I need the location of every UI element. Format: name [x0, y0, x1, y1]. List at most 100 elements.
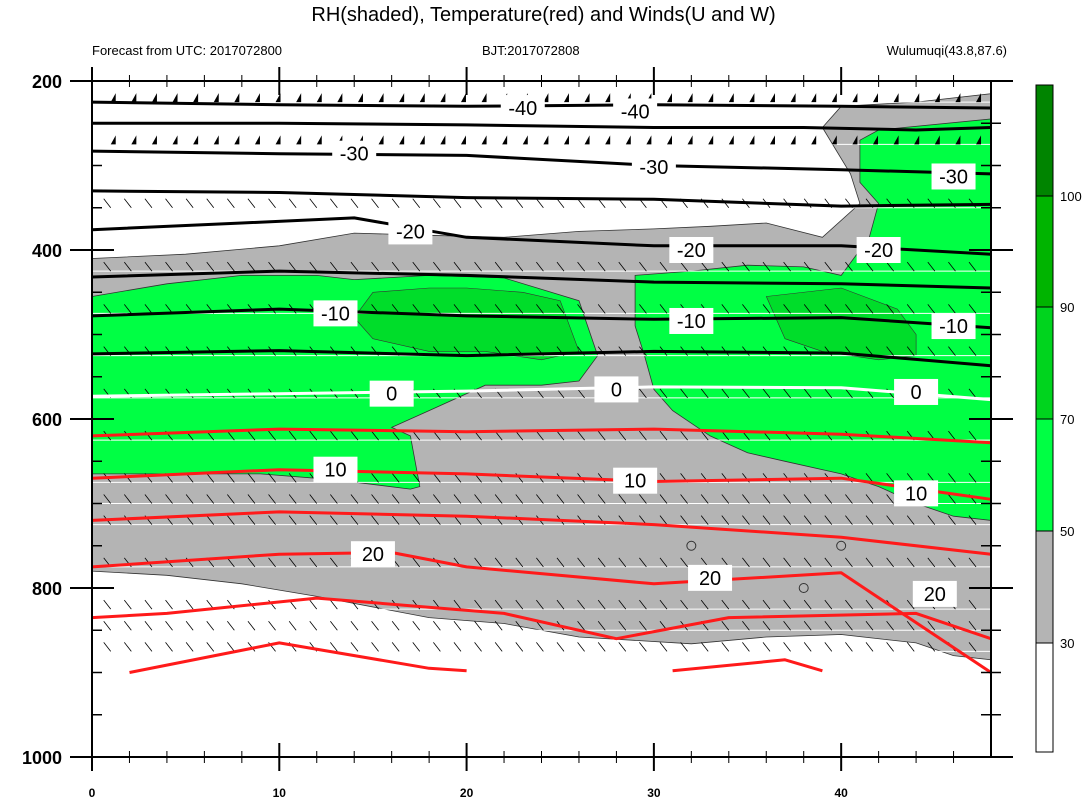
wind-barb: [391, 430, 400, 441]
wind-barb: [268, 261, 276, 272]
wind-barb: [597, 430, 606, 441]
wind-barb: [865, 599, 874, 610]
wind-barb: [515, 642, 524, 652]
wind-barb: [309, 515, 318, 525]
wind-barb: [824, 621, 833, 631]
contour-label: 10: [324, 460, 346, 482]
wind-barb: [268, 494, 276, 504]
wind-barb: [666, 135, 672, 145]
temperature-contour-line: [91, 100, 992, 110]
wind-barb: [296, 135, 302, 145]
wind-barb: [254, 93, 260, 103]
wind-barb: [845, 388, 853, 399]
wind-barb: [625, 135, 631, 145]
wind-barb: [865, 557, 874, 568]
wind-barb: [865, 642, 874, 652]
wind-barb: [934, 135, 940, 145]
contour-label: 0: [911, 382, 922, 404]
wind-barb: [865, 515, 874, 525]
colorbar-label: 70: [1060, 412, 1074, 427]
wind-barb: [700, 642, 709, 652]
wind-barb: [227, 515, 235, 525]
wind-barb: [742, 515, 750, 525]
wind-barb: [206, 198, 215, 208]
wind-barb: [185, 599, 194, 610]
wind-barb: [288, 557, 297, 568]
colorbar-swatch: [1035, 418, 1054, 532]
contour-label: -40: [621, 101, 650, 123]
wind-barb: [563, 135, 569, 145]
wind-barb: [350, 430, 359, 441]
wind-barb: [309, 599, 318, 610]
wind-barb: [639, 642, 647, 652]
wind-barb: [268, 621, 276, 631]
wind-barb: [803, 388, 812, 399]
contour-label: -10: [939, 316, 968, 338]
wind-barb: [886, 346, 894, 356]
wind-barb: [742, 557, 750, 568]
wind-barb: [515, 430, 524, 441]
wind-barb: [391, 198, 400, 208]
wind-barb: [783, 388, 791, 399]
wind-barb: [165, 599, 173, 610]
x-tick-label: 10: [273, 786, 287, 800]
wind-barb: [824, 642, 833, 652]
wind-barb: [556, 642, 565, 652]
contour-label-box: [313, 300, 358, 327]
wind-barb: [742, 388, 750, 399]
wind-barb: [700, 388, 709, 399]
wind-barb: [144, 304, 153, 314]
wind-barb: [659, 304, 668, 314]
wind-barb: [103, 494, 112, 504]
wind-barb: [597, 261, 606, 272]
wind-barb: [144, 621, 153, 631]
wind-barb: [206, 494, 215, 504]
wind-barb: [700, 261, 709, 272]
wind-barb: [906, 599, 915, 610]
wind-barb: [165, 642, 173, 652]
wind-barb: [151, 93, 157, 103]
contour-label-box: [613, 98, 658, 125]
bjt-time-label: BJT:2017072808: [482, 43, 580, 58]
wind-barb: [391, 621, 400, 631]
wind-barb: [783, 304, 791, 314]
wind-barb: [948, 430, 956, 441]
wind-barb: [371, 473, 379, 483]
wind-barb: [330, 494, 338, 504]
wind-barb: [247, 557, 256, 568]
wind-barb: [824, 388, 833, 399]
wind-barb: [234, 135, 240, 145]
wind-barb: [391, 494, 400, 504]
wind-barb: [728, 93, 734, 103]
contour-label-box: [613, 467, 658, 494]
wind-barb: [700, 515, 709, 525]
wind-barb: [968, 346, 977, 356]
wind-barb: [275, 135, 281, 145]
wind-barb: [103, 621, 112, 631]
wind-barb: [440, 93, 446, 103]
contour-label-box: [894, 480, 939, 507]
wind-barb: [783, 261, 791, 272]
wind-barb: [577, 599, 585, 610]
wind-barb: [597, 621, 606, 631]
wind-barb: [597, 304, 606, 314]
wind-barb: [234, 93, 240, 103]
wind-barb: [247, 430, 256, 441]
wind-barb: [371, 494, 379, 504]
wind-barb: [803, 642, 812, 652]
y-tick-label: 200: [32, 72, 62, 92]
wind-barb: [391, 473, 400, 483]
wind-barb: [391, 515, 400, 525]
wind-barb: [144, 261, 153, 272]
wind-barb: [213, 93, 219, 103]
wind-barb: [494, 198, 503, 208]
wind-barb: [968, 599, 977, 610]
wind-barb: [371, 430, 379, 441]
temperature-contour-line: [91, 269, 992, 290]
rh-contour-circle: [836, 540, 847, 551]
wind-barb: [934, 93, 940, 103]
wind-barb: [659, 599, 668, 610]
wind-barb: [783, 642, 791, 652]
wind-barb: [330, 198, 338, 208]
wind-barb: [968, 621, 977, 631]
